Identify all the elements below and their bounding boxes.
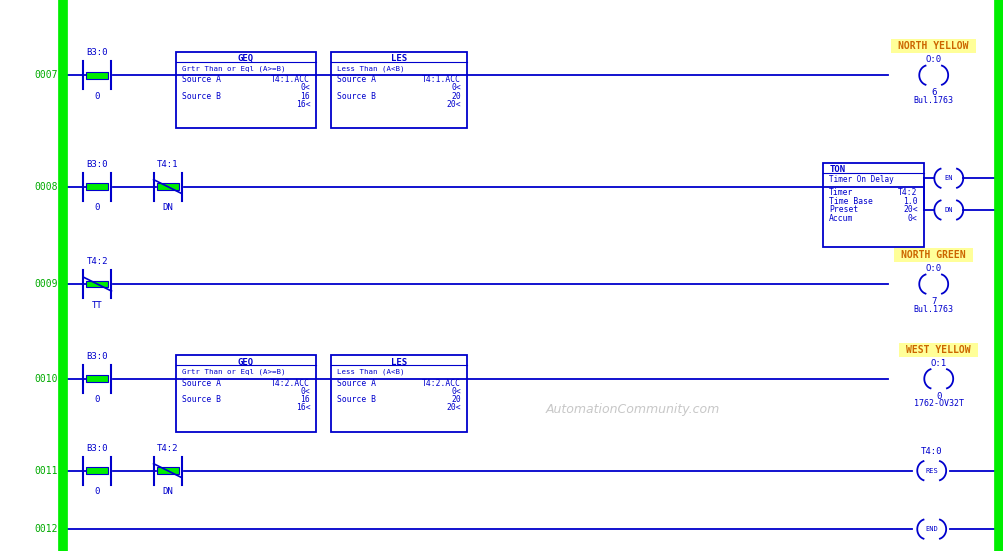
Text: 0: 0 xyxy=(935,392,941,400)
Text: Accum: Accum xyxy=(828,214,853,223)
Text: Grtr Than or Eql (A>=B): Grtr Than or Eql (A>=B) xyxy=(182,65,285,72)
Text: Source B: Source B xyxy=(182,395,221,404)
Text: RES: RES xyxy=(925,468,937,473)
Bar xyxy=(86,281,108,287)
Text: T4:1.ACC: T4:1.ACC xyxy=(421,75,460,84)
Text: T4:2.ACC: T4:2.ACC xyxy=(271,379,310,388)
Text: 6: 6 xyxy=(930,88,936,97)
Bar xyxy=(822,163,923,247)
Bar xyxy=(176,52,316,128)
Text: 0011: 0011 xyxy=(35,466,58,476)
Text: LES: LES xyxy=(390,358,407,367)
Bar xyxy=(331,52,466,128)
Text: Preset: Preset xyxy=(828,206,858,214)
Text: AutomationCommunity.com: AutomationCommunity.com xyxy=(545,403,719,416)
Text: 16: 16 xyxy=(300,395,310,404)
Text: 16<: 16< xyxy=(295,403,310,412)
Bar xyxy=(86,183,108,190)
Text: T4:2: T4:2 xyxy=(156,444,179,453)
Text: TT: TT xyxy=(92,301,102,310)
Text: 0: 0 xyxy=(94,203,100,212)
Text: DN: DN xyxy=(162,203,173,212)
Text: T4:2: T4:2 xyxy=(898,188,917,197)
Text: T4:1.ACC: T4:1.ACC xyxy=(271,75,310,84)
Text: Timer On Delay: Timer On Delay xyxy=(828,175,893,184)
Text: B3:0: B3:0 xyxy=(86,48,108,57)
Text: 7: 7 xyxy=(930,297,936,306)
Text: 20: 20 xyxy=(450,395,460,404)
Text: T4:2.ACC: T4:2.ACC xyxy=(421,379,460,388)
Text: GEQ: GEQ xyxy=(238,358,254,367)
Text: DN: DN xyxy=(162,487,173,496)
Text: 1.0: 1.0 xyxy=(902,197,917,206)
Bar xyxy=(894,248,972,262)
Bar xyxy=(176,355,316,432)
Text: 0010: 0010 xyxy=(35,374,58,384)
Text: T4:2: T4:2 xyxy=(86,257,108,266)
Text: O:1: O:1 xyxy=(930,359,946,368)
Text: O:0: O:0 xyxy=(925,264,941,273)
Text: 1762-OV32T: 1762-OV32T xyxy=(913,399,963,408)
Text: 0<: 0< xyxy=(300,387,310,395)
Text: O:0: O:0 xyxy=(925,55,941,64)
Text: 16: 16 xyxy=(300,92,310,101)
Text: 0<: 0< xyxy=(300,83,310,92)
Text: 0: 0 xyxy=(94,395,100,404)
Text: 0<: 0< xyxy=(450,83,460,92)
Text: 0<: 0< xyxy=(450,387,460,395)
Text: B3:0: B3:0 xyxy=(86,352,108,361)
Text: WEST YELLOW: WEST YELLOW xyxy=(906,345,970,355)
Text: Source A: Source A xyxy=(337,75,376,84)
Text: 20<: 20< xyxy=(445,403,460,412)
Text: Source A: Source A xyxy=(337,379,376,388)
Text: 0: 0 xyxy=(94,487,100,496)
Text: 20<: 20< xyxy=(902,206,917,214)
Text: Source B: Source B xyxy=(337,92,376,101)
Text: Timer: Timer xyxy=(828,188,853,197)
Text: Less Than (A<B): Less Than (A<B) xyxy=(337,369,404,375)
Text: Source A: Source A xyxy=(182,379,221,388)
Bar xyxy=(156,183,179,190)
Text: Bul.1763: Bul.1763 xyxy=(913,305,953,314)
Text: LES: LES xyxy=(390,54,407,63)
Text: 0<: 0< xyxy=(907,214,917,223)
Bar xyxy=(86,375,108,382)
Bar xyxy=(156,467,179,474)
Bar xyxy=(899,343,977,357)
Text: DN: DN xyxy=(944,207,952,213)
Text: B3:0: B3:0 xyxy=(86,160,108,169)
Text: Source B: Source B xyxy=(182,92,221,101)
Text: 16<: 16< xyxy=(295,100,310,109)
Text: T4:1: T4:1 xyxy=(156,160,179,169)
Text: NORTH YELLOW: NORTH YELLOW xyxy=(898,41,968,51)
Text: GEQ: GEQ xyxy=(238,54,254,63)
Bar xyxy=(86,72,108,79)
Text: T4:0: T4:0 xyxy=(920,447,942,456)
Text: 0: 0 xyxy=(94,92,100,101)
Text: Source B: Source B xyxy=(337,395,376,404)
Text: B3:0: B3:0 xyxy=(86,444,108,453)
Text: 20: 20 xyxy=(450,92,460,101)
Text: Grtr Than or Eql (A>=B): Grtr Than or Eql (A>=B) xyxy=(182,369,285,375)
Text: 0008: 0008 xyxy=(35,182,58,192)
Text: Bul.1763: Bul.1763 xyxy=(913,96,953,105)
Text: Time Base: Time Base xyxy=(828,197,873,206)
Text: NORTH GREEN: NORTH GREEN xyxy=(901,250,965,260)
Text: EN: EN xyxy=(944,175,952,181)
Bar xyxy=(331,355,466,432)
Text: 0012: 0012 xyxy=(35,524,58,534)
Bar xyxy=(891,39,975,53)
Text: END: END xyxy=(925,526,937,532)
Text: 0007: 0007 xyxy=(35,70,58,80)
Text: 20<: 20< xyxy=(445,100,460,109)
Bar xyxy=(86,467,108,474)
Text: 0009: 0009 xyxy=(35,279,58,289)
Text: TON: TON xyxy=(828,165,845,174)
Text: Source A: Source A xyxy=(182,75,221,84)
Text: Less Than (A<B): Less Than (A<B) xyxy=(337,65,404,72)
